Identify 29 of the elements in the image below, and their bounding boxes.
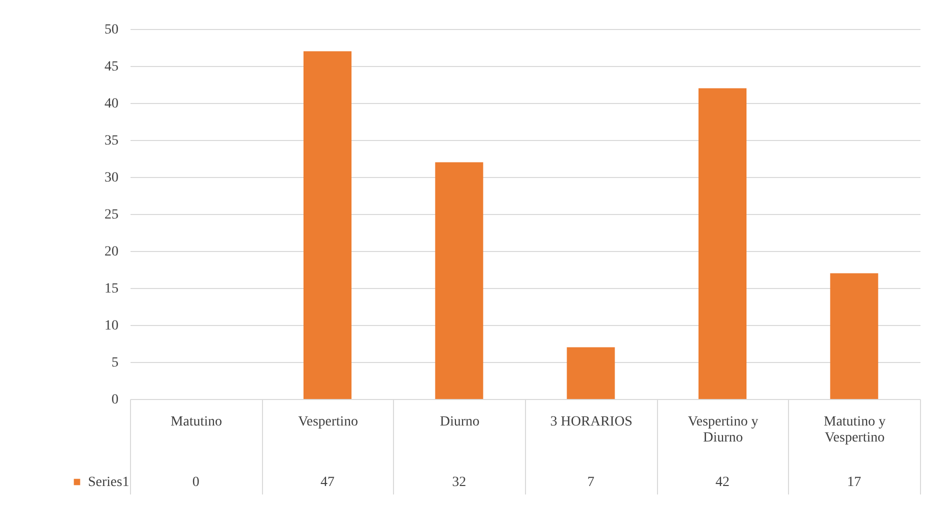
bar bbox=[698, 88, 746, 399]
x-tick-label: Matutino bbox=[170, 414, 222, 430]
y-tick-label: 10 bbox=[104, 318, 118, 334]
bar bbox=[566, 347, 615, 399]
data-label: 32 bbox=[452, 475, 466, 490]
y-tick-label: 5 bbox=[112, 356, 118, 370]
x-tick-label: 3 HORARIOS bbox=[550, 414, 632, 430]
y-tick-label: 20 bbox=[104, 244, 118, 260]
data-label: 47 bbox=[320, 475, 334, 490]
y-tick-label: 50 bbox=[104, 22, 118, 38]
y-tick-label: 45 bbox=[104, 60, 118, 74]
data-label: 7 bbox=[587, 475, 594, 490]
bar bbox=[830, 273, 878, 399]
y-tick-label: 25 bbox=[104, 208, 118, 222]
y-tick-label: 0 bbox=[112, 392, 118, 408]
y-tick-label: 40 bbox=[104, 96, 118, 112]
x-tick-label: Matutino y Vespertino bbox=[824, 414, 886, 446]
y-tick-label: 35 bbox=[104, 134, 118, 148]
bar bbox=[304, 51, 352, 399]
data-label: 42 bbox=[716, 475, 730, 490]
data-label: 17 bbox=[847, 475, 862, 490]
bar bbox=[435, 162, 484, 399]
x-tick-label: Vespertino bbox=[298, 414, 358, 430]
y-tick-label: 30 bbox=[104, 170, 118, 186]
x-tick-label: Vespertino y Diurno bbox=[688, 414, 758, 446]
y-tick-label: 15 bbox=[104, 282, 118, 296]
x-tick-label: Diurno bbox=[440, 414, 480, 430]
legend-label: Series1 bbox=[88, 475, 130, 490]
data-label: 0 bbox=[192, 475, 200, 490]
